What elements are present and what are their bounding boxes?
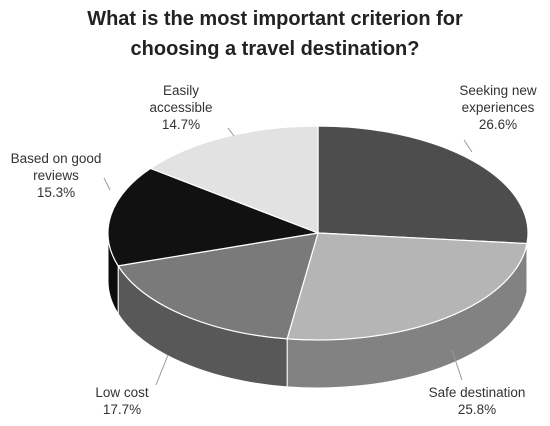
leader-line-low-cost (155, 354, 169, 386)
chart-title-line-1: What is the most important criterion for (87, 8, 463, 30)
slice-label-safe-destination: Safe destination 25.8% (412, 384, 542, 418)
pie-slice-low-cost (117, 232, 319, 340)
label-text-line: Safe destination (428, 385, 526, 400)
label-text-line: Low cost (95, 385, 149, 400)
slice-label-low-cost: Low cost 17.7% (82, 384, 162, 418)
chart-title: What is the most important criterion for… (0, 4, 550, 64)
label-text-line: Based on good (10, 151, 102, 166)
leader-line-easily-accessible (227, 127, 235, 137)
label-text-line: experiences (461, 100, 535, 115)
pie-slice-safe-destination (286, 232, 528, 341)
label-text-line: Seeking new (459, 83, 537, 98)
slice-label-based-on-good-reviews: Based on good reviews 15.3% (0, 150, 112, 201)
label-text-line: Easily (162, 83, 199, 98)
label-value: 14.7% (161, 117, 201, 132)
label-value: 25.8% (457, 402, 497, 417)
label-text-line: accessible (149, 100, 213, 115)
pie-slice-easily-accessible (149, 125, 319, 234)
label-value: 17.7% (102, 402, 142, 417)
slice-label-easily-accessible: Easily accessible 14.7% (136, 82, 226, 133)
label-text-line: reviews (33, 168, 79, 183)
leader-line-safe-destination (451, 349, 463, 381)
label-value: 26.6% (478, 117, 518, 132)
leader-line-seeking-new-experiences (463, 139, 473, 153)
pie-slice-based-on-good-reviews (107, 167, 321, 267)
slice-label-seeking-new-experiences: Seeking new experiences 26.6% (448, 82, 548, 133)
chart-title-line-2: choosing a travel destination? (130, 38, 420, 60)
pie-slice-seeking-new-experiences (317, 125, 529, 245)
leader-line-based-on-good-reviews (103, 177, 111, 191)
label-value: 15.3% (36, 185, 76, 200)
